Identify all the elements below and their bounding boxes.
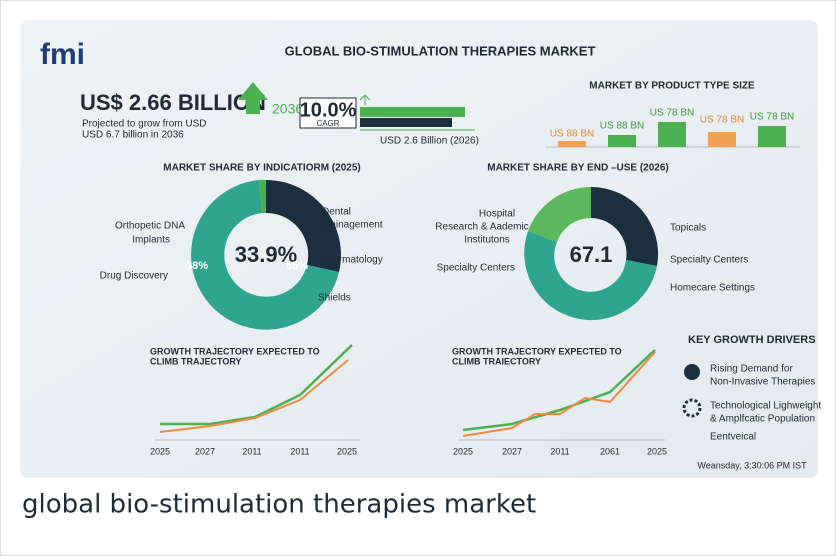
donut-center: 33.9% xyxy=(235,242,297,267)
title: GLOBAL BIO-STIMULATION THERAPIES MARKET xyxy=(285,43,596,58)
section-title: MARKET SHARE BY END –USE (2026) xyxy=(487,163,669,174)
section-title: CLIMB TRAIECTORY xyxy=(452,356,541,366)
axis-label: 2027 xyxy=(502,446,522,456)
driver: Eentveical xyxy=(710,432,756,443)
headline: US$ 2.66 BILLION xyxy=(80,90,266,115)
trend-line xyxy=(462,349,656,432)
trend-line xyxy=(159,359,349,433)
icon xyxy=(684,364,700,380)
axis-label: 2025 xyxy=(647,446,667,456)
axis-label: 2061 xyxy=(600,446,620,456)
driver: Non-Invasive Therapies xyxy=(710,377,815,388)
bar xyxy=(608,135,636,147)
axis-label: 2011 xyxy=(290,446,309,456)
bar xyxy=(360,107,465,117)
section-title: MARKET SHARE BY INDICATIORM (2025) xyxy=(163,163,360,174)
bar-label: US 78 BN xyxy=(750,112,794,123)
bar-label: US 88 BN xyxy=(550,129,594,140)
cagr-label: CAGR xyxy=(316,119,339,128)
bar-label: US 78 BN xyxy=(700,115,744,126)
arrow xyxy=(359,94,475,131)
donut-center: 67.1 xyxy=(570,242,613,267)
bar-label: US 88 BN xyxy=(600,121,644,132)
donut xyxy=(524,186,659,321)
year: 2036 xyxy=(272,101,303,117)
bar xyxy=(658,122,686,147)
label: Institutons xyxy=(464,235,510,246)
timestamp: Weansday, 3:30:06 PM IST xyxy=(697,460,807,470)
icon xyxy=(682,398,702,418)
axis-label: 2025 xyxy=(337,446,357,456)
label: Specialty Centers xyxy=(670,255,748,266)
bar xyxy=(758,126,786,147)
label: Shields xyxy=(318,293,351,304)
axis-label: 2011 xyxy=(550,446,569,456)
label: Specialty Centers xyxy=(437,263,515,274)
driver: & Amplfcatic Population xyxy=(710,414,815,425)
section-title: GROWTH TRAJECTORY EXPECTED TO xyxy=(150,346,320,356)
driver: Technological Lighweight xyxy=(710,401,821,412)
axis-label: 2011 xyxy=(242,446,261,456)
section-title: MARKET BY PRODUCT TYPE SIZE xyxy=(589,81,755,92)
donut xyxy=(191,179,341,330)
label: Homecare Settings xyxy=(670,283,755,294)
axis-label: 2025 xyxy=(453,446,473,456)
label: Implants xyxy=(132,235,170,246)
section-title: GROWTH TRAJECTORY EXPECTED TO xyxy=(452,346,622,356)
bar-label: US 78 BN xyxy=(650,108,694,119)
label: Hospital xyxy=(479,209,515,220)
logo: fmi xyxy=(40,38,85,71)
label: Research & Aademic xyxy=(435,222,528,233)
infographic xyxy=(20,20,818,478)
label: Mainagement xyxy=(322,220,383,231)
label: Topicals xyxy=(670,223,706,234)
slice-label: 65% xyxy=(286,260,308,272)
slice-label: 38% xyxy=(186,260,208,272)
driver: Rising Demand for xyxy=(710,364,793,375)
caption: global bio-stimulation therapies market xyxy=(22,490,536,520)
label: Dermatology xyxy=(326,255,383,266)
arrow xyxy=(238,82,268,114)
trend-line xyxy=(462,351,656,437)
label: Drug Discovery xyxy=(100,271,168,282)
cagr-box xyxy=(299,97,357,129)
cagr: 10.0% xyxy=(300,99,357,121)
section-title: CLIMB TRAJECTORY xyxy=(150,356,242,366)
note: USD 6.7 billion in 2036 xyxy=(82,130,184,141)
label: Orthopetic DNA xyxy=(115,221,185,232)
axis-label: 2027 xyxy=(195,446,215,456)
section-title: KEY GROWTH DRIVERS xyxy=(688,334,816,346)
bar xyxy=(558,141,586,147)
cagr-caption: USD 2.6 Billion (2026) xyxy=(380,136,479,147)
bar xyxy=(360,118,452,127)
note: Projected to grow from USD xyxy=(82,119,207,130)
bar xyxy=(708,132,736,147)
axis-label: 2025 xyxy=(150,446,170,456)
label: Dental xyxy=(322,207,351,218)
